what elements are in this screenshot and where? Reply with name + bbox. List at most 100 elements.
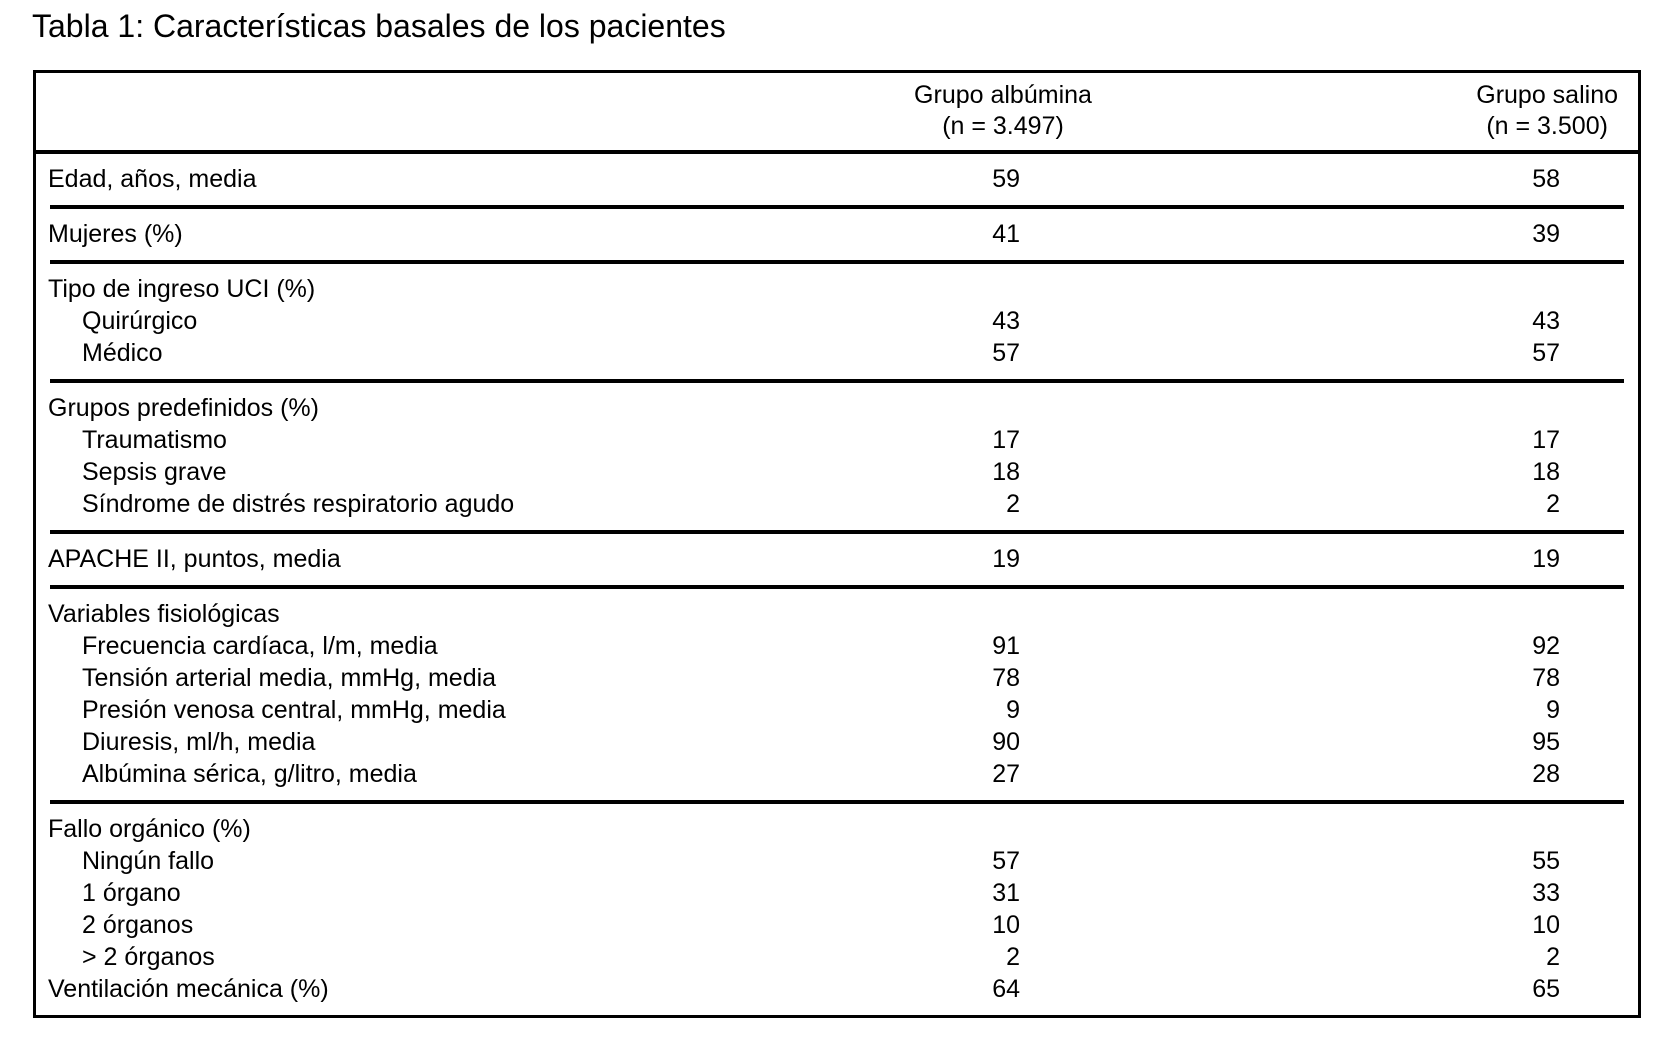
salino-value: 2 xyxy=(1546,490,1560,518)
salino-value: 33 xyxy=(1532,879,1560,907)
albumina-value: 64 xyxy=(992,975,1020,1003)
table-row: Síndrome de distrés respiratorio agudo 2 2 xyxy=(36,488,1638,520)
column-header-salino-name: Grupo salino xyxy=(1476,81,1618,109)
section-divider xyxy=(50,379,1624,383)
table-row: Edad, años, media 59 58 xyxy=(36,163,1638,195)
table-row: Mujeres (%) 41 39 xyxy=(36,218,1638,250)
table-section: Fallo orgánico (%) Ningún fallo 57 55 1 órga… xyxy=(36,804,1638,1015)
salino-value: 55 xyxy=(1532,847,1560,875)
table-row: 1 órgano 31 33 xyxy=(36,877,1638,909)
row-label: Edad, años, media xyxy=(48,165,257,193)
albumina-value: 91 xyxy=(992,632,1020,660)
salino-value xyxy=(1203,273,1638,305)
row-label: Tipo de ingreso UCI (%) xyxy=(48,275,316,303)
row-label: Tensión arterial media, mmHg, media xyxy=(82,664,497,692)
row-label: 1 órgano xyxy=(82,879,181,907)
header-spacer xyxy=(36,80,803,142)
table-row: Frecuencia cardíaca, l/m, media 91 92 xyxy=(36,630,1638,662)
albumina-value: 18 xyxy=(992,458,1020,486)
column-header-albumina-n: (n = 3.497) xyxy=(942,112,1064,140)
section-divider xyxy=(50,530,1624,534)
row-label: Frecuencia cardíaca, l/m, media xyxy=(82,632,438,660)
row-label: Presión venosa central, mmHg, media xyxy=(82,696,506,724)
albumina-value xyxy=(803,813,1203,845)
salino-value: 2 xyxy=(1546,943,1560,971)
albumina-value xyxy=(803,392,1203,424)
table-section: APACHE II, puntos, media 19 19 xyxy=(36,534,1638,585)
table-section: Variables fisiológicas Frecuencia cardíac… xyxy=(36,589,1638,800)
salino-value: 10 xyxy=(1532,911,1560,939)
albumina-value: 78 xyxy=(992,664,1020,692)
table-row: Albúmina sérica, g/litro, media 27 28 xyxy=(36,758,1638,790)
salino-value: 28 xyxy=(1532,760,1560,788)
salino-value: 58 xyxy=(1532,165,1560,193)
salino-value xyxy=(1203,813,1638,845)
salino-value: 57 xyxy=(1532,339,1560,367)
table-row: Médico 57 57 xyxy=(36,337,1638,369)
row-label: Síndrome de distrés respiratorio agudo xyxy=(82,490,515,518)
table-row: Presión venosa central, mmHg, media 9 9 xyxy=(36,694,1638,726)
salino-value: 17 xyxy=(1532,426,1560,454)
albumina-value: 19 xyxy=(992,545,1020,573)
table-section: Edad, años, media 59 58 xyxy=(36,154,1638,205)
row-label: Sepsis grave xyxy=(82,458,227,486)
salino-value: 65 xyxy=(1532,975,1560,1003)
salino-value: 18 xyxy=(1532,458,1560,486)
table-row: > 2 órganos 2 2 xyxy=(36,941,1638,973)
table-header-row: Grupo albúmina (n = 3.497) Grupo salino … xyxy=(36,73,1638,154)
row-label: Ningún fallo xyxy=(82,847,215,875)
table-row: Sepsis grave 18 18 xyxy=(36,456,1638,488)
row-label: Variables fisiológicas xyxy=(48,600,280,628)
albumina-value xyxy=(803,273,1203,305)
salino-value: 39 xyxy=(1532,220,1560,248)
row-label: 2 órganos xyxy=(82,911,194,939)
row-label: Traumatismo xyxy=(82,426,227,454)
table-title: Tabla 1: Características basales de los … xyxy=(32,8,726,44)
albumina-value: 10 xyxy=(992,911,1020,939)
albumina-value: 43 xyxy=(992,307,1020,335)
albumina-value: 2 xyxy=(1006,490,1020,518)
row-label: Fallo orgánico (%) xyxy=(48,815,251,843)
table-row: Ventilación mecánica (%) 64 65 xyxy=(36,973,1638,1005)
salino-value: 43 xyxy=(1532,307,1560,335)
table-row: 2 órganos 10 10 xyxy=(36,909,1638,941)
albumina-value: 41 xyxy=(992,220,1020,248)
table-section: Tipo de ingreso UCI (%) Quirúrgico 43 43 Méd… xyxy=(36,264,1638,379)
row-label: APACHE II, puntos, media xyxy=(48,545,341,573)
section-divider xyxy=(50,585,1624,589)
table-body: Edad, años, media 59 58 Mujeres (%) 41 39 Tipo… xyxy=(36,154,1638,1015)
column-header-albumina: Grupo albúmina (n = 3.497) xyxy=(803,80,1203,142)
section-divider xyxy=(50,205,1624,209)
row-label: Grupos predefinidos (%) xyxy=(48,394,319,422)
albumina-value: 57 xyxy=(992,339,1020,367)
table-row: APACHE II, puntos, media 19 19 xyxy=(36,543,1638,575)
column-header-albumina-name: Grupo albúmina xyxy=(914,81,1092,109)
table-row: Traumatismo 17 17 xyxy=(36,424,1638,456)
albumina-value: 31 xyxy=(992,879,1020,907)
row-label: > 2 órganos xyxy=(82,943,215,971)
row-label: Quirúrgico xyxy=(82,307,198,335)
albumina-value: 27 xyxy=(992,760,1020,788)
salino-value: 9 xyxy=(1546,696,1560,724)
salino-value xyxy=(1203,392,1638,424)
albumina-value: 9 xyxy=(1006,696,1020,724)
albumina-value: 90 xyxy=(992,728,1020,756)
salino-value xyxy=(1203,598,1638,630)
row-label: Diuresis, ml/h, media xyxy=(82,728,316,756)
table-section: Grupos predefinidos (%) Traumatismo 17 17 Se… xyxy=(36,383,1638,530)
salino-value: 19 xyxy=(1532,545,1560,573)
albumina-value: 17 xyxy=(992,426,1020,454)
table-section: Mujeres (%) 41 39 xyxy=(36,209,1638,260)
row-label: Ventilación mecánica (%) xyxy=(48,975,329,1003)
table-row: Diuresis, ml/h, media 90 95 xyxy=(36,726,1638,758)
table-row: Tensión arterial media, mmHg, media 78 78 xyxy=(36,662,1638,694)
column-header-salino: Grupo salino (n = 3.500) xyxy=(1203,80,1638,142)
baseline-characteristics-table: Grupo albúmina (n = 3.497) Grupo salino … xyxy=(33,70,1641,1018)
salino-value: 95 xyxy=(1532,728,1560,756)
table-row: Quirúrgico 43 43 xyxy=(36,305,1638,337)
row-label: Albúmina sérica, g/litro, media xyxy=(82,760,417,788)
table-row: Ningún fallo 57 55 xyxy=(36,845,1638,877)
albumina-value: 2 xyxy=(1006,943,1020,971)
row-label: Médico xyxy=(82,339,163,367)
table-row: Tipo de ingreso UCI (%) xyxy=(36,273,1638,305)
